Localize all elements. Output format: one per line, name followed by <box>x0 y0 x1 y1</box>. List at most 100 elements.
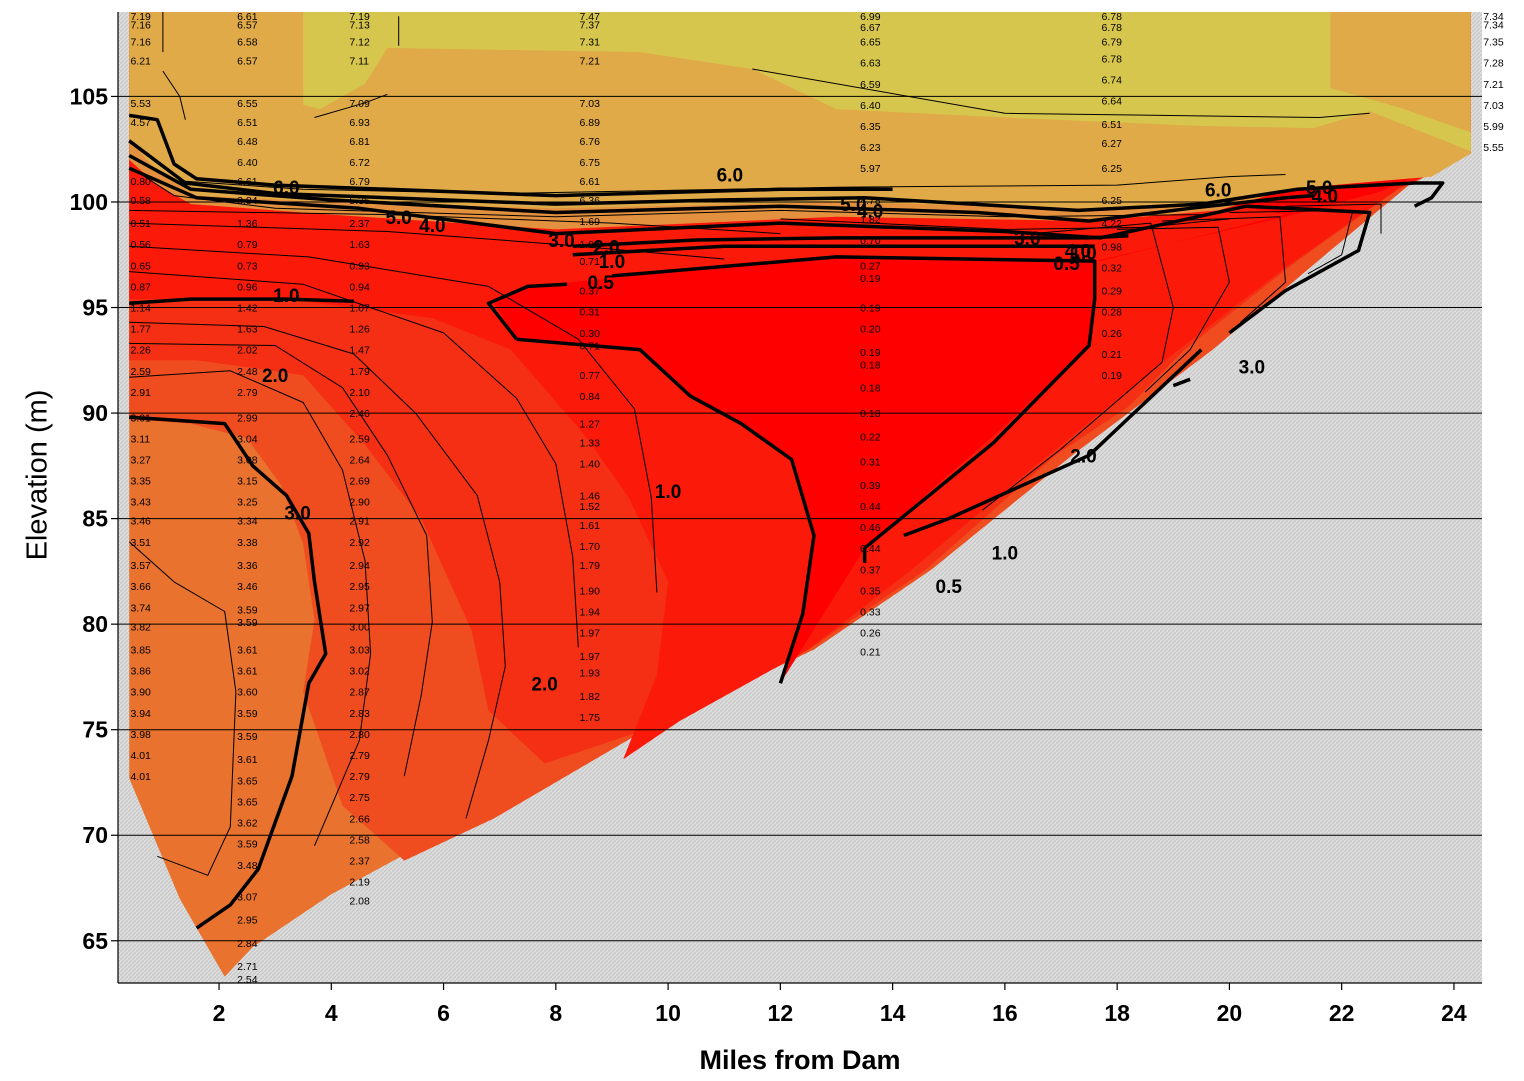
contour-label: 1.0 <box>273 286 299 307</box>
data-value-label: 2.19 <box>349 877 370 889</box>
data-value-label: 3.85 <box>130 644 151 656</box>
contour-label: 0.5 <box>588 273 615 294</box>
thick-contour-line <box>129 297 287 306</box>
data-value-label: 0.18 <box>860 360 881 372</box>
thin-contour-line <box>780 218 1230 230</box>
data-value-label: 0.29 <box>1102 286 1123 298</box>
data-value-label: 7.34 <box>1483 11 1504 23</box>
data-value-label: 2.69 <box>349 476 370 488</box>
x-tick-label: 10 <box>655 1000 681 1026</box>
data-value-label: 2.37 <box>349 218 370 230</box>
data-value-label: 0.70 <box>860 235 881 247</box>
thin-contour-line <box>1117 226 1230 393</box>
data-value-label: 6.79 <box>349 176 370 188</box>
data-value-label: 0.51 <box>130 218 151 230</box>
data-value-label: 6.99 <box>860 11 881 23</box>
data-value-label: 0.21 <box>860 647 881 659</box>
contour-label: 1.0 <box>1070 244 1096 265</box>
data-value-label: 0.26 <box>860 628 881 640</box>
data-value-label: 2.84 <box>237 938 258 950</box>
data-value-label: 7.16 <box>130 20 151 32</box>
data-value-label: 3.51 <box>130 537 151 549</box>
data-value-label: 6.93 <box>349 117 370 129</box>
measured-values: 7.197.167.166.215.534.570.800.580.510.56… <box>130 11 1503 986</box>
data-value-label: 6.89 <box>580 117 601 129</box>
data-value-label: 0.96 <box>237 281 258 293</box>
data-value-label: 6.59 <box>860 79 881 91</box>
data-value-label: 1.97 <box>580 651 601 663</box>
data-value-label: 1.82 <box>860 214 881 226</box>
data-value-label: 0.22 <box>860 431 881 443</box>
x-tick-label: 2 <box>213 1000 226 1026</box>
data-value-label: 4.57 <box>130 117 151 129</box>
data-value-label: 7.35 <box>1483 37 1504 49</box>
thin-contour-line <box>134 169 1202 218</box>
contour-label: 2.0 <box>1070 446 1096 467</box>
data-value-label: 6.76 <box>580 136 601 148</box>
data-value-label: 2.02 <box>237 345 258 357</box>
data-value-label: 6.78 <box>1102 22 1123 34</box>
data-value-label: 3.94 <box>130 708 151 720</box>
data-value-label: 0.80 <box>130 176 151 188</box>
data-value-label: 0.32 <box>1102 262 1123 274</box>
data-value-label: 6.25 <box>1102 163 1123 175</box>
data-value-label: 2.08 <box>349 896 370 908</box>
thick-contour-line <box>572 244 1095 257</box>
data-value-label: 0.79 <box>237 239 258 251</box>
data-value-label: 1.70 <box>580 541 601 553</box>
thick-contour-line <box>1172 377 1191 388</box>
data-value-label: 2.26 <box>130 345 151 357</box>
thick-contour-line <box>129 415 328 930</box>
contour-label: 4.0 <box>419 216 445 237</box>
data-value-label: 1.82 <box>580 691 601 703</box>
contour-label: 6.0 <box>717 166 743 187</box>
data-value-label: 7.34 <box>1483 20 1504 32</box>
data-value-label: 2.80 <box>349 729 370 741</box>
data-value-label: 1.77 <box>130 324 151 336</box>
thick-contour-line <box>128 166 1372 335</box>
data-value-label: 7.03 <box>1483 100 1504 112</box>
data-value-label: 7.16 <box>130 37 151 49</box>
data-value-label: 2.79 <box>349 771 370 783</box>
data-value-label: 3.11 <box>130 433 150 445</box>
data-value-label: 6.79 <box>1102 37 1123 49</box>
data-value-label: 6.61 <box>580 176 601 188</box>
data-value-label: 6.48 <box>237 136 258 148</box>
thin-contour-line <box>179 174 1286 194</box>
contour-label: 2.0 <box>593 237 619 258</box>
data-value-label: 2.64 <box>349 455 370 467</box>
data-value-label: 6.23 <box>860 142 881 154</box>
data-value-label: 1.40 <box>580 459 601 471</box>
data-value-label: 3.61 <box>237 754 258 766</box>
data-value-label: 3.02 <box>349 666 370 678</box>
data-value-label: 0.33 <box>860 606 881 618</box>
data-value-label: 2.90 <box>349 497 370 509</box>
data-value-label: 1.61 <box>580 520 601 532</box>
x-axis-title: Miles from Dam <box>699 1045 901 1075</box>
data-value-label: 0.19 <box>860 303 881 315</box>
data-value-label: 2.92 <box>349 537 370 549</box>
x-tick-label: 4 <box>325 1000 338 1026</box>
data-value-label: 1.52 <box>580 501 601 513</box>
data-value-label: 6.67 <box>860 22 881 34</box>
data-value-label: 2.87 <box>349 687 370 699</box>
data-value-label: 1.63 <box>237 324 258 336</box>
data-value-label: 1.94 <box>580 606 601 618</box>
data-value-label: 7.19 <box>130 11 151 23</box>
data-value-label: 3.35 <box>130 476 151 488</box>
data-value-label: 1.63 <box>349 239 370 251</box>
data-value-label: 6.21 <box>130 56 151 68</box>
contour-label-group: 6.05.0 4.01.02.03.03.0 2.01.00.51.02.06.05… <box>262 166 1338 696</box>
y-tick-label: 65 <box>82 928 108 954</box>
x-tick-label: 18 <box>1104 1000 1130 1026</box>
contour-label: 1.0 <box>992 543 1018 564</box>
thick-contour-line <box>486 282 568 341</box>
data-value-label: 2.54 <box>237 974 258 986</box>
data-value-label: 0.77 <box>580 370 601 382</box>
labeled-contours <box>128 113 1445 930</box>
data-value-label: 3.59 <box>237 708 258 720</box>
data-value-label: 2.59 <box>349 433 370 445</box>
data-value-label: 0.27 <box>860 260 881 272</box>
data-value-label: 2.97 <box>349 602 370 614</box>
gridlines <box>118 95 1482 942</box>
